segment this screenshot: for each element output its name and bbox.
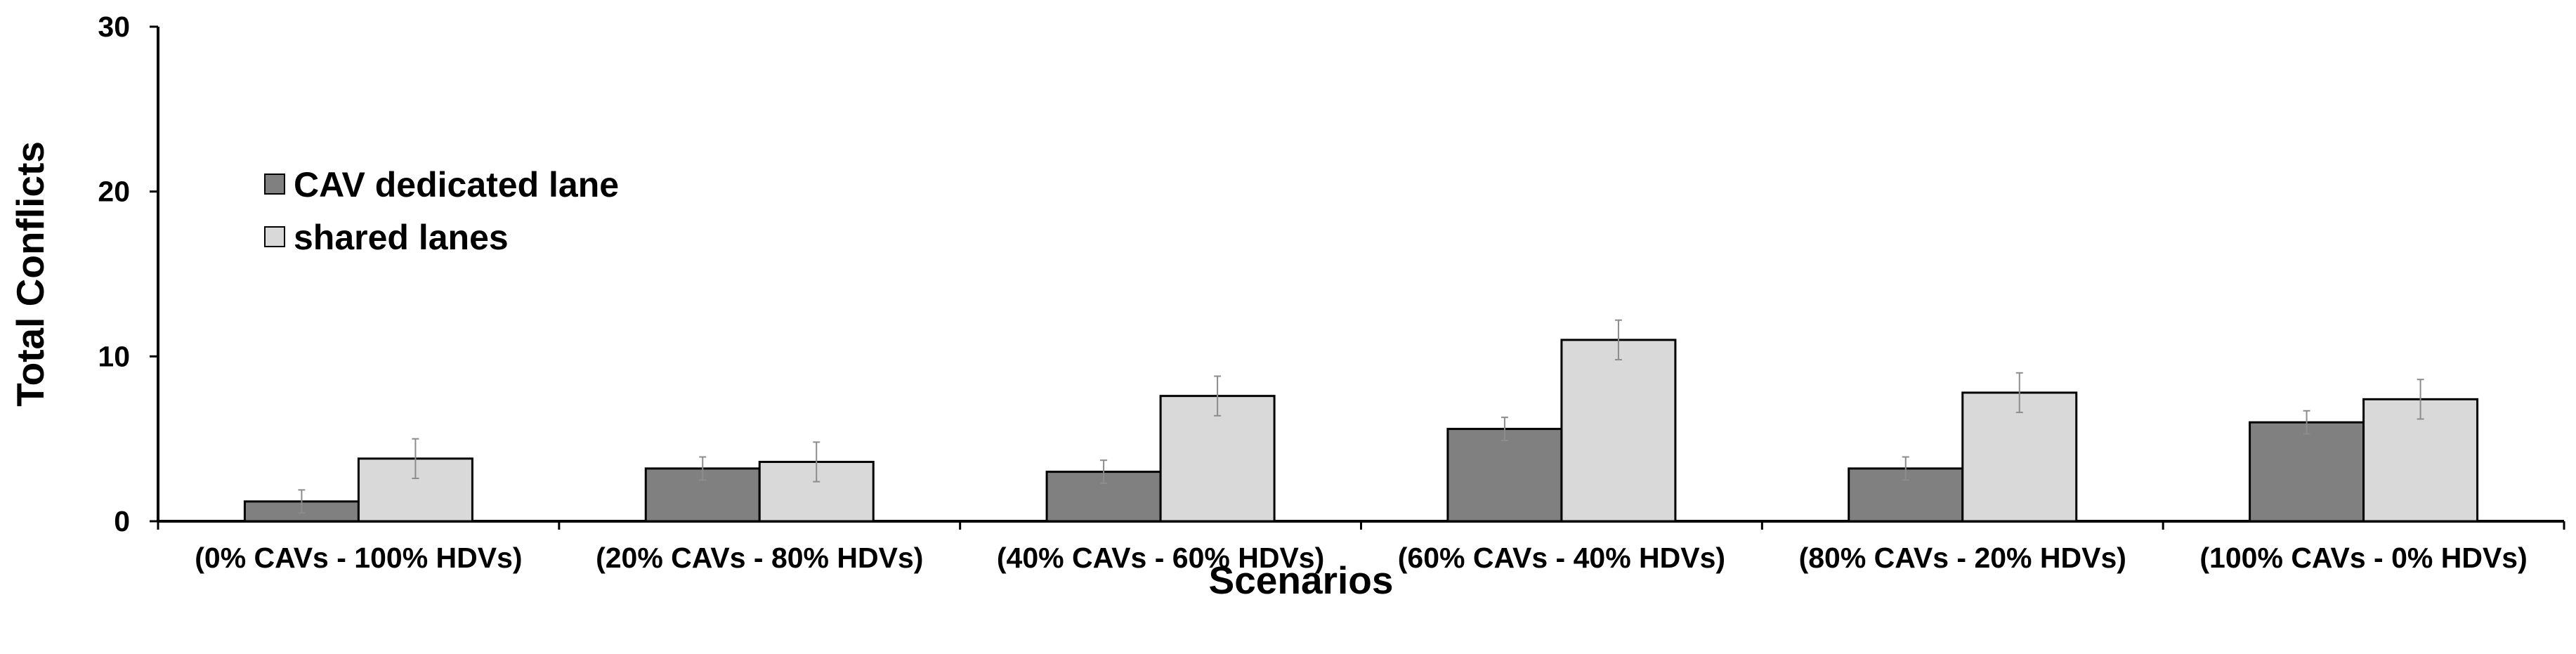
bar-shared-lanes (1560, 339, 1677, 523)
error-bar (298, 489, 306, 514)
bar-shared-lanes (1961, 391, 2078, 523)
legend: CAV dedicated lane shared lanes (264, 165, 619, 257)
x-ticks (157, 521, 2565, 530)
category-label: (20% CAVs - 80% HDVs) (596, 542, 923, 574)
category-label: (0% CAVs - 100% HDVs) (195, 542, 522, 574)
error-bar (1100, 459, 1108, 485)
bar-cav-dedicated (644, 467, 761, 523)
error-bar (1902, 456, 1909, 481)
x-axis-title: Scenarios (1209, 558, 1394, 602)
error-bar (2417, 379, 2424, 420)
error-bar (1214, 375, 1222, 417)
category-label: (100% CAVs - 0% HDVs) (2199, 542, 2527, 574)
bar-cav-dedicated (1446, 428, 1563, 523)
error-bar (1614, 319, 1622, 361)
legend-label-cav: CAV dedicated lane (294, 165, 619, 204)
error-bar (412, 438, 419, 479)
error-bar (699, 456, 707, 481)
error-bars (298, 319, 2424, 514)
y-tick-label: 30 (98, 11, 130, 43)
error-bar (2303, 410, 2310, 435)
y-axis-title: Total Conflicts (8, 141, 52, 407)
error-bar (1501, 417, 1508, 442)
category-label: (40% CAVs - 60% HDVs) (997, 542, 1324, 574)
error-bar (813, 441, 820, 483)
error-bar (2015, 372, 2023, 414)
category-label: (80% CAVs - 20% HDVs) (1799, 542, 2126, 574)
y-tick-label: 20 (98, 176, 130, 208)
y-ticks: 0 10 20 30 (98, 11, 158, 537)
bars (243, 339, 2479, 523)
y-tick-label: 10 (98, 340, 130, 372)
bar-cav-dedicated (2249, 421, 2365, 523)
y-tick-label: 0 (114, 505, 130, 537)
bar-shared-lanes (1159, 395, 1276, 523)
legend-swatch-cav (264, 174, 285, 195)
legend-label-shared: shared lanes (294, 218, 509, 257)
category-labels: (0% CAVs - 100% HDVs) (20% CAVs - 80% HDV… (195, 542, 2528, 574)
category-label: (60% CAVs - 40% HDVs) (1398, 542, 1725, 574)
legend-swatch-shared (264, 226, 285, 247)
